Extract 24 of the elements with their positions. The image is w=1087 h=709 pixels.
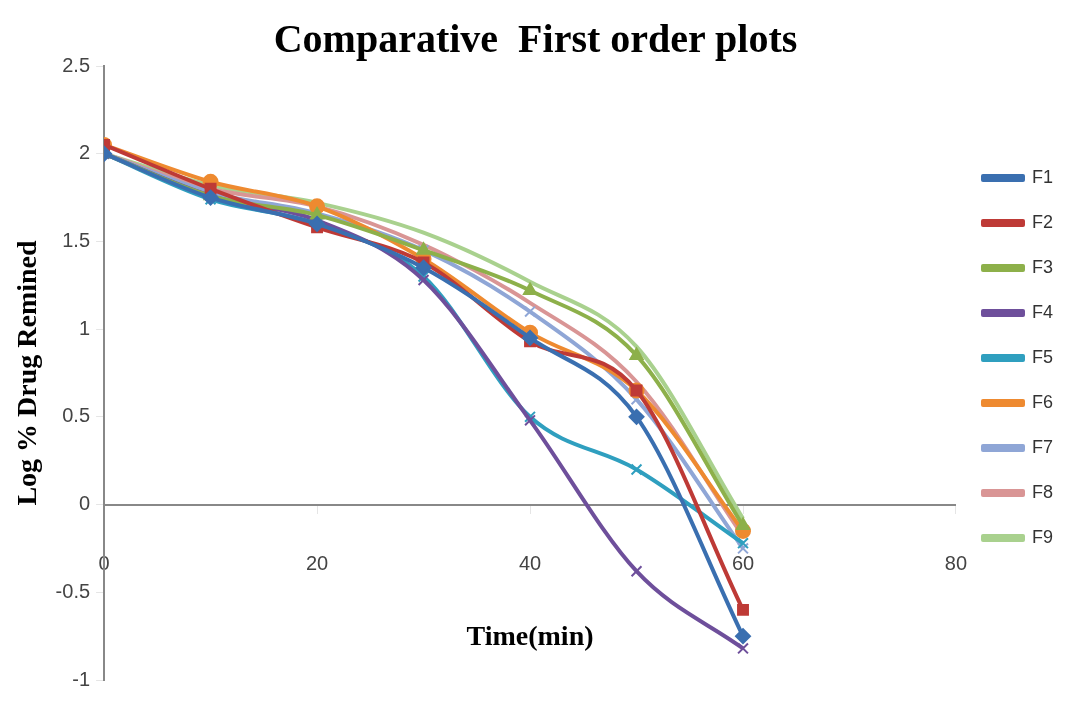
chart-title: Comparative First order plots xyxy=(273,16,798,62)
y-tick-label: 0.5 xyxy=(62,404,91,427)
legend-label: F4 xyxy=(1031,301,1054,322)
legend-label: F1 xyxy=(1031,166,1054,187)
x-tick-label: 80 xyxy=(944,552,968,575)
y-tick-label: 1.5 xyxy=(62,228,91,251)
x-tick-label: 20 xyxy=(305,552,329,575)
legend-label: F6 xyxy=(1031,391,1054,412)
y-tick-label: 0 xyxy=(78,492,91,515)
legend-label: F3 xyxy=(1031,256,1054,277)
legend-label: F5 xyxy=(1031,346,1054,367)
legend-label: F9 xyxy=(1031,526,1054,547)
y-tick-label: -0.5 xyxy=(55,579,91,602)
x-tick-label: 40 xyxy=(518,552,542,575)
y-tick-label: -1 xyxy=(72,667,91,690)
y-axis-title: Log % Drug Remined xyxy=(11,239,43,506)
y-tick-label: 1 xyxy=(78,316,91,339)
legend-label: F7 xyxy=(1031,436,1054,457)
x-tick-label: 60 xyxy=(731,552,755,575)
x-axis-title: Time(min) xyxy=(466,619,594,651)
legend-label: F8 xyxy=(1031,481,1054,502)
y-tick-label: 2 xyxy=(78,141,91,164)
legend-label: F2 xyxy=(1031,211,1054,232)
y-tick-label: 2.5 xyxy=(62,53,91,76)
